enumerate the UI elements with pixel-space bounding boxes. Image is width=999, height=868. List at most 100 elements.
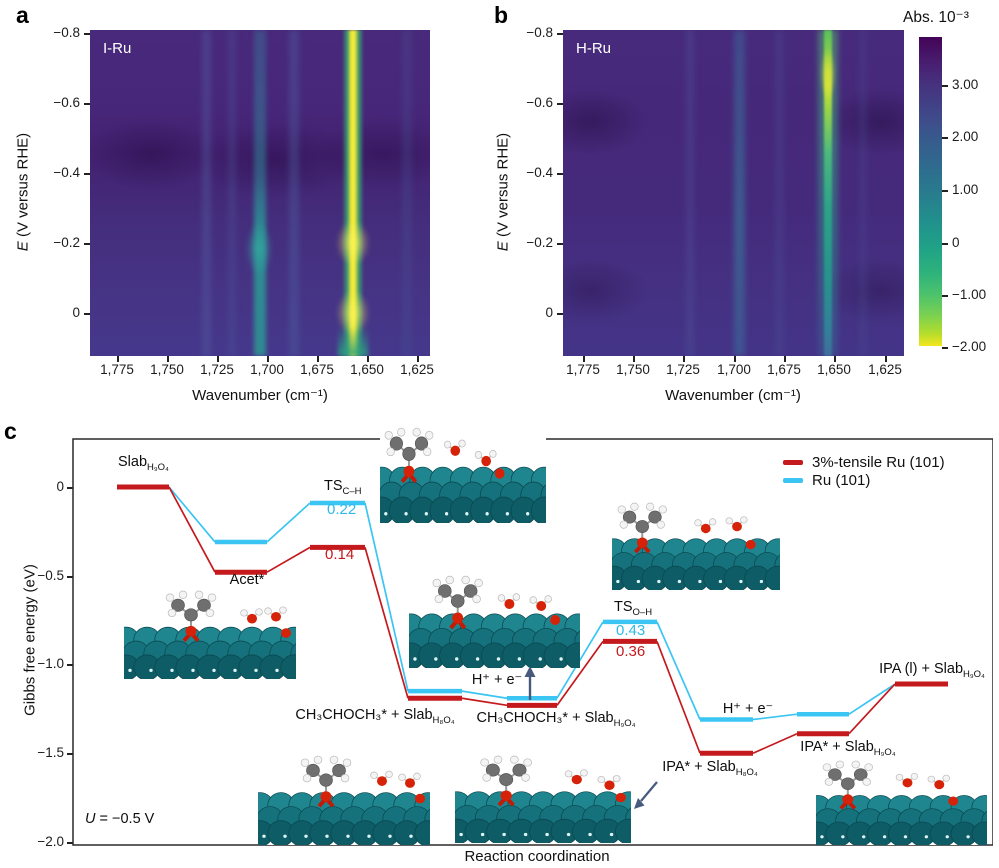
tick-mark (942, 243, 948, 245)
down-left-arrow-head (634, 798, 645, 809)
state-label-ipa-h9o4: IPA* + SlabH₉O₄ (800, 739, 896, 758)
band-1700-teal (254, 30, 266, 356)
tick-mark (784, 356, 786, 362)
faint-band-1628 (402, 30, 412, 356)
energy-diagram-plot (72, 438, 993, 846)
band-1650-bottom-teal (338, 326, 368, 356)
faint-band-1633 (859, 30, 867, 356)
state-label-acet: Acet* (229, 572, 265, 588)
tick-mark (885, 356, 887, 362)
colorbar (919, 37, 942, 346)
state-label-ts-oh: TSO–H (614, 599, 653, 618)
panel-b-xticks-0: 1,775 (566, 362, 600, 377)
heatmap-hru: H-Ru (563, 30, 904, 356)
panel-a-yticks-2: −0.4 (53, 165, 80, 181)
band-1650-yellow (342, 30, 364, 356)
faint-band-1730 (202, 30, 211, 356)
heatmap-iru: I-Ru (90, 30, 430, 356)
panel-a-xticks-2: 1,725 (200, 362, 234, 377)
legend-row-tensile: 3%-tensile Ru (101) (783, 453, 945, 471)
state-label-ch3chohch3-h9o4: CH₃CHOCH₃* + SlabH₉O₄ (476, 710, 636, 729)
tick-mark (217, 356, 219, 362)
colorbar-ticks-3: 0 (952, 235, 960, 251)
barrier-value-ts-oh-ru101: 0.43 (616, 622, 646, 639)
tick-mark (942, 347, 948, 349)
faint-band-1725 (686, 30, 694, 356)
band-1700-hotspot (245, 222, 273, 276)
molecule-inset-ch3chohch3 (409, 574, 580, 668)
panel-letter-a: a (16, 2, 29, 28)
panel-a-xticks-3: 1,700 (250, 362, 284, 377)
panel-a-yticks-4: 0 (72, 305, 80, 321)
state-label-ts-ch: TSC–H (324, 478, 362, 497)
tick-mark (942, 295, 948, 297)
tick-mark (367, 356, 369, 362)
colorbar-ticks-1: 2.00 (952, 129, 979, 145)
tick-mark (167, 356, 169, 362)
panel-b-xticks-5: 1,650 (817, 362, 851, 377)
panel-b-yticks-2: −0.4 (526, 165, 553, 181)
molecule-inset-ch3choch3 (258, 754, 430, 845)
heatmap-iru-label: I-Ru (103, 40, 132, 57)
faint-band-1718 (228, 30, 236, 356)
legend-swatch-blue (783, 477, 803, 483)
legend-label-ru101: Ru (101) (812, 471, 871, 489)
up-arrow-head (524, 666, 536, 677)
tick-mark (117, 356, 119, 362)
band-1650-hotspot (820, 48, 836, 100)
tick-mark (734, 356, 736, 362)
faint-band-1686 (289, 30, 299, 356)
panel-b-ylabel: E (V versus RHE) (494, 132, 512, 252)
panel-letter-b: b (494, 2, 509, 28)
state-label-h-plus-e-2: H⁺ + e⁻ (722, 701, 774, 717)
panel-b-xticks-4: 1,675 (767, 362, 801, 377)
panel-b-xticks-3: 1,700 (717, 362, 751, 377)
panel-a-yticks-0: −0.8 (53, 25, 80, 41)
tick-mark (583, 356, 585, 362)
panel-b-xticks-1: 1,750 (616, 362, 650, 377)
tick-mark (267, 356, 269, 362)
tick-mark (633, 356, 635, 362)
panel-a-xticks-1: 1,750 (150, 362, 184, 377)
barrier-value-ts-ch-ru101: 0.22 (327, 501, 357, 518)
legend-swatch-red (783, 459, 803, 465)
ru101-connectors (168, 486, 896, 721)
panel-a-ylabel: E (V versus RHE) (14, 132, 32, 252)
state-label-ipa-h8o4: IPA* + SlabH₈O₄ (662, 759, 758, 778)
state-label-h-plus-e-1: H⁺ + e⁻ (471, 672, 523, 688)
panel-a-xlabel: Wavenumber (cm⁻¹) (192, 387, 328, 404)
molecule-inset-ipa-star (455, 754, 631, 843)
tick-mark (834, 356, 836, 362)
panel-b-xticks-2: 1,725 (666, 362, 700, 377)
faint-band-1680 (775, 30, 784, 356)
colorbar-ticks-4: −1.00 (952, 287, 987, 303)
tick-mark (683, 356, 685, 362)
colorbar-ticks-0: 3.00 (952, 77, 979, 93)
panel-a-yticks-3: −0.2 (53, 235, 80, 251)
energy-series (117, 484, 948, 756)
state-label-ipa-liquid: IPA (l) + SlabH₉O₄ (879, 661, 985, 680)
barrier-value-ts-oh-tensile: 0.36 (616, 643, 646, 660)
tick-mark (317, 356, 319, 362)
molecule-inset-ts-oh (612, 501, 780, 590)
heatmap-hru-label: H-Ru (576, 40, 612, 57)
panel-a-yticks-1: −0.6 (53, 95, 80, 111)
panel-b-xticks-6: 1,625 (868, 362, 902, 377)
down-left-arrow (640, 781, 658, 802)
panel-a-xticks-0: 1,775 (100, 362, 134, 377)
molecule-inset-acet (124, 589, 296, 679)
colorbar-title: Abs. 10⁻³ (903, 9, 969, 26)
colorbar-ticks-5: −2.00 (952, 339, 987, 355)
legend-label-tensile: 3%-tensile Ru (101) (812, 453, 945, 471)
molecule-inset-ts-ch (380, 426, 546, 523)
tick-mark (942, 85, 948, 87)
panel-c-ylabel: Gibbs free energy (eV) (21, 564, 39, 716)
panel-b-yticks-1: −0.6 (526, 95, 553, 111)
panel-c-xlabel: Reaction coordination (464, 848, 610, 865)
legend-row-ru101: Ru (101) (783, 471, 871, 489)
band-1700-teal (734, 30, 745, 356)
barrier-value-ts-ch-tensile: 0.14 (325, 546, 355, 563)
state-label-slab: SlabH₉O₄ (118, 454, 169, 473)
potential-annotation: U = −0.5 V (85, 811, 155, 827)
panel-b-yticks-0: −0.8 (526, 25, 553, 41)
